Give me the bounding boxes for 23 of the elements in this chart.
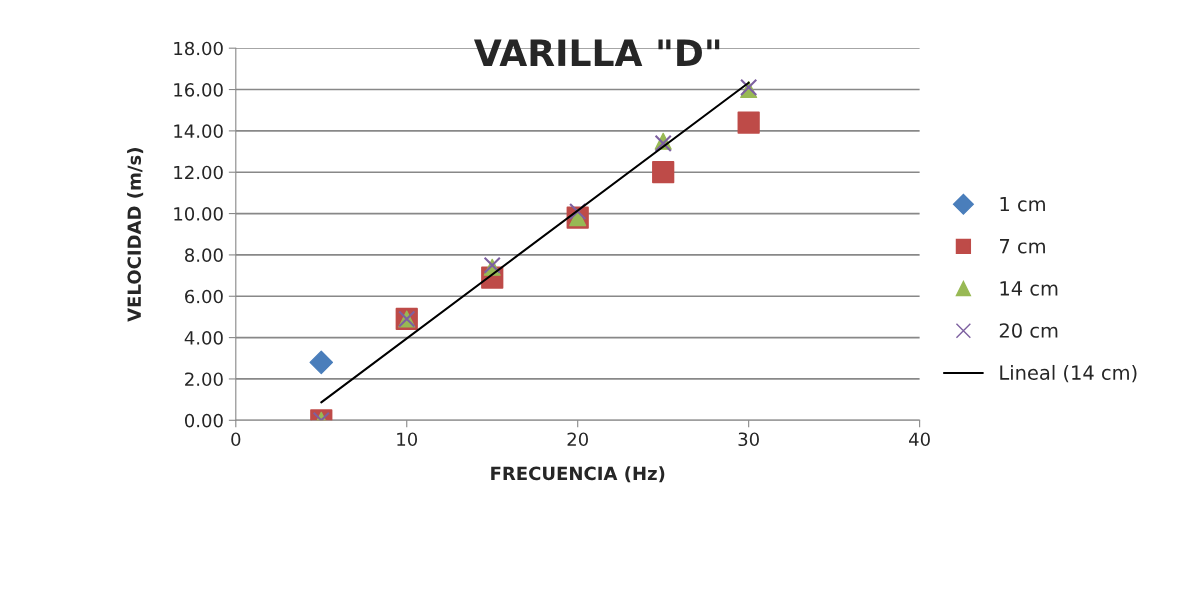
chart-title: VARILLA "D" — [473, 39, 720, 66]
x-tick-label: 40 — [909, 432, 930, 447]
y-tick-label: 6.00 — [185, 289, 223, 304]
y-tick-label: 0.00 — [184, 413, 223, 428]
y-tick-label: 14.00 — [174, 124, 223, 138]
y-tick-label: 4.00 — [184, 331, 223, 345]
y-tick-label: 10.00 — [174, 207, 223, 221]
x-tick-label: 30 — [738, 432, 759, 447]
legend-label: Lineal (14 cm) — [1000, 364, 1137, 383]
legend-label: 7 cm — [1000, 239, 1045, 254]
y-tick-label: 2.00 — [185, 372, 223, 387]
y-axis-title: VELOCIDAD (m/s) — [127, 148, 144, 322]
y-tick-label: 8.00 — [185, 248, 223, 263]
y-tick-label: 16.00 — [174, 82, 223, 97]
y-tick-label: 18.00 — [174, 41, 223, 56]
x-tick-label: 0 — [231, 432, 241, 447]
legend-label: 20 cm — [999, 323, 1058, 338]
x-axis-title: FRECUENCIA (Hz) — [491, 466, 665, 483]
legend-label: 1 cm — [1000, 196, 1045, 212]
y-tick-label: 12.00 — [174, 165, 223, 180]
x-tick-label: 20 — [567, 432, 588, 447]
legend-label: 14 cm — [1000, 281, 1058, 296]
x-tick-label: 10 — [397, 432, 418, 447]
